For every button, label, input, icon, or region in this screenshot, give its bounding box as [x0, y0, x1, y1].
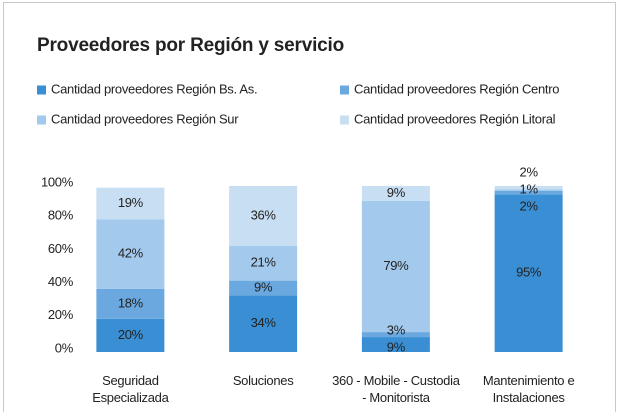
card-border [3, 2, 616, 412]
data-label: 3% [387, 322, 406, 337]
bar-segment [229, 280, 298, 296]
data-label: 9% [387, 185, 406, 200]
bar-segment [494, 190, 563, 195]
bar-segment [229, 186, 298, 246]
bar-segment [229, 295, 298, 352]
legend-label: Cantidad proveedores Región Centro [354, 81, 559, 96]
bar-segment [494, 189, 563, 191]
data-label: 2% [520, 165, 539, 180]
legend-swatch [340, 85, 349, 95]
bar-segment [361, 200, 430, 333]
data-label: 36% [251, 207, 277, 222]
bar-segment [494, 186, 563, 190]
y-tick-label: 60% [48, 241, 74, 256]
y-tick-label: 100% [41, 174, 74, 189]
legend-label: Cantidad proveedores Región Litoral [354, 111, 556, 126]
bar-segment [361, 186, 430, 201]
data-label: 9% [254, 280, 273, 295]
data-label: 21% [251, 255, 277, 270]
bar-segment [96, 219, 165, 289]
data-label: 42% [118, 245, 144, 260]
y-tick-label: 80% [48, 208, 74, 223]
data-label: 79% [383, 258, 409, 273]
x-tick-label: 360 - Mobile - Custodia - Monitorista [332, 373, 460, 405]
data-label: 1% [520, 182, 539, 197]
x-tick-label: Soluciones [232, 373, 294, 388]
data-label: 18% [118, 295, 144, 310]
bar-segment [494, 194, 563, 352]
bar-segment [229, 245, 298, 281]
data-label: 34% [251, 315, 277, 330]
bar-segment [96, 318, 165, 352]
data-label: 9% [387, 339, 406, 354]
bar-segment [96, 187, 165, 220]
legend-swatch [340, 115, 349, 125]
y-tick-label: 40% [48, 274, 74, 289]
data-label: 20% [118, 327, 144, 342]
bar-segment [361, 337, 430, 352]
legend-swatch [37, 85, 46, 95]
y-tick-label: 20% [48, 307, 74, 322]
bar-segment [96, 288, 165, 319]
legend-swatch [37, 115, 46, 125]
chart-title: Proveedores por Región y servicio [37, 35, 344, 56]
x-tick-label: Seguridad Especializada [92, 373, 169, 405]
x-tick-label: Mantenimiento e Instalaciones [482, 373, 575, 405]
data-label: 19% [118, 195, 144, 210]
data-label: 2% [520, 199, 539, 214]
legend-label: Cantidad proveedores Región Bs. As. [51, 81, 257, 96]
legend-label: Cantidad proveedores Región Sur [51, 111, 239, 126]
data-label: 95% [516, 265, 542, 280]
bar-segment [361, 332, 430, 338]
y-tick-label: 0% [55, 340, 74, 355]
